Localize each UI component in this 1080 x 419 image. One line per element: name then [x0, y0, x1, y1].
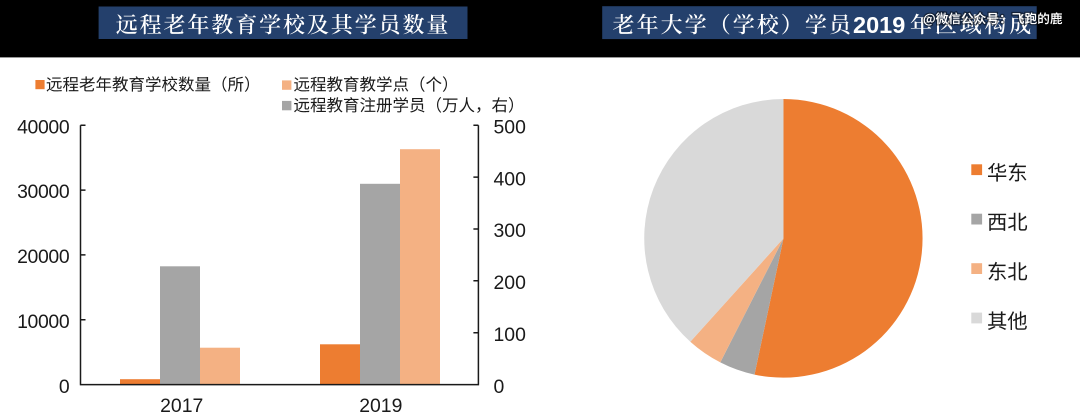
svg-text:30000: 30000 — [17, 181, 70, 203]
svg-text:300: 300 — [494, 220, 527, 242]
svg-text:0: 0 — [494, 376, 505, 398]
svg-text:10000: 10000 — [17, 311, 70, 333]
svg-text:100: 100 — [494, 324, 527, 346]
svg-text:2019: 2019 — [359, 395, 402, 417]
svg-text:20000: 20000 — [17, 246, 70, 268]
svg-text:2019: 2019 — [853, 12, 905, 38]
svg-text:40000: 40000 — [17, 116, 70, 138]
svg-text:500: 500 — [494, 116, 527, 138]
svg-text:0: 0 — [59, 376, 70, 398]
svg-text:200: 200 — [494, 272, 527, 294]
svg-text:400: 400 — [494, 168, 527, 190]
svg-text:2017: 2017 — [160, 395, 203, 417]
